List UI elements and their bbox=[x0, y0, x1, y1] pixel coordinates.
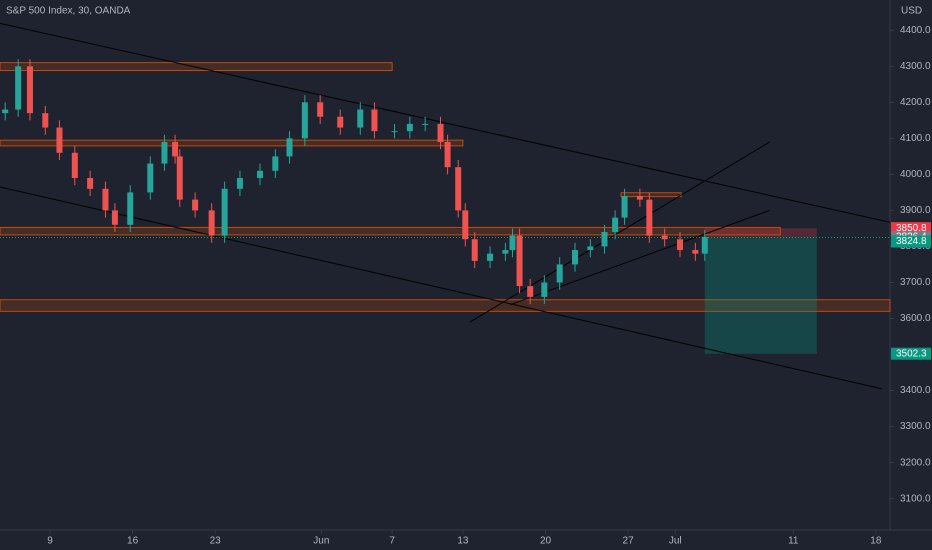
y-tick-label: 3700.0 bbox=[900, 277, 931, 288]
candle-body bbox=[502, 250, 509, 254]
candle-body bbox=[462, 210, 469, 240]
candle-body bbox=[208, 210, 215, 236]
candle-body bbox=[102, 188, 109, 211]
candle-body bbox=[2, 109, 9, 114]
candle-body bbox=[42, 113, 49, 128]
candle-body bbox=[527, 286, 534, 297]
candle-body bbox=[646, 199, 653, 236]
y-tick-label: 4200.0 bbox=[900, 97, 931, 108]
candle-body bbox=[391, 131, 398, 133]
candle-body bbox=[444, 141, 451, 168]
candle-body bbox=[677, 239, 684, 251]
candle-body bbox=[371, 109, 378, 132]
candle-body bbox=[601, 232, 608, 247]
x-tick-label: 27 bbox=[623, 536, 635, 547]
candle-body bbox=[516, 235, 523, 287]
zone bbox=[0, 62, 393, 72]
candle-body bbox=[286, 138, 293, 157]
trend-line bbox=[0, 22, 891, 223]
candle-body bbox=[176, 156, 183, 200]
y-tick-label: 4400.0 bbox=[900, 25, 931, 36]
y-tick-label: 3400.0 bbox=[900, 385, 931, 396]
candle-body bbox=[221, 188, 228, 236]
trend-line bbox=[509, 209, 770, 306]
axis-marker bbox=[891, 235, 931, 248]
candle-body bbox=[541, 282, 548, 297]
y-tick-label: 4100.0 bbox=[900, 133, 931, 144]
axis-marker-label: 3502.3 bbox=[896, 348, 927, 359]
target-area bbox=[704, 236, 817, 354]
candle-body bbox=[556, 264, 563, 283]
candle-body bbox=[572, 250, 579, 265]
y-tick-label: 3300.0 bbox=[900, 421, 931, 432]
x-tick-label: 16 bbox=[127, 536, 139, 547]
candle-body bbox=[337, 116, 344, 128]
candle-body bbox=[111, 210, 118, 225]
trend-line bbox=[0, 186, 882, 390]
candle-body bbox=[692, 250, 699, 254]
chart-title: S&P 500 Index, 30, OANDA bbox=[6, 6, 131, 17]
candle-body bbox=[612, 217, 619, 233]
candle-body bbox=[127, 192, 134, 225]
candle-body bbox=[357, 109, 364, 128]
candle-body bbox=[317, 102, 324, 117]
x-tick-label: 20 bbox=[540, 536, 552, 547]
y-tick-label: 4000.0 bbox=[900, 169, 931, 180]
candle-body bbox=[26, 66, 33, 114]
axis-marker-label: 3824.8 bbox=[896, 236, 927, 247]
candle-body bbox=[455, 167, 462, 211]
candle-body bbox=[509, 235, 516, 251]
y-tick-label: 3900.0 bbox=[900, 205, 931, 216]
candle-body bbox=[406, 123, 413, 132]
x-tick-label: 7 bbox=[389, 536, 395, 547]
candle-body bbox=[471, 239, 478, 261]
candle-body bbox=[192, 199, 199, 211]
candle-body bbox=[147, 163, 154, 193]
candle-body bbox=[636, 196, 643, 200]
axis-marker bbox=[891, 347, 931, 360]
x-tick-label: 13 bbox=[457, 536, 469, 547]
candle-body bbox=[56, 127, 63, 153]
zone bbox=[0, 299, 891, 312]
y-tick-label: 3100.0 bbox=[900, 493, 931, 504]
candle-body bbox=[15, 66, 22, 110]
candle-body bbox=[161, 141, 168, 164]
zone bbox=[0, 226, 781, 236]
candle-body bbox=[71, 152, 78, 178]
y-tick-label: 3200.0 bbox=[900, 457, 931, 468]
x-tick-label: 9 bbox=[47, 536, 53, 547]
x-tick-label: Jul bbox=[669, 536, 682, 547]
x-tick-label: Jun bbox=[313, 536, 329, 547]
currency: USD bbox=[901, 6, 922, 17]
axis-marker-label: 3850.8 bbox=[896, 223, 927, 234]
candle-body bbox=[257, 170, 264, 178]
candle-body bbox=[272, 156, 279, 171]
candle-body bbox=[621, 196, 628, 218]
candle-body bbox=[87, 177, 94, 189]
y-tick-label: 3600.0 bbox=[900, 313, 931, 324]
stop-area bbox=[704, 228, 817, 237]
candle-body bbox=[487, 253, 494, 261]
candle-body bbox=[437, 123, 444, 142]
candle-body bbox=[301, 102, 308, 139]
zone bbox=[0, 139, 464, 147]
x-tick-label: 11 bbox=[788, 536, 799, 547]
x-tick-label: 18 bbox=[870, 536, 882, 547]
candle-body bbox=[587, 246, 594, 251]
candle-body bbox=[236, 177, 243, 189]
x-tick-label: 23 bbox=[210, 536, 222, 547]
candle-body bbox=[661, 235, 668, 240]
y-tick-label: 4300.0 bbox=[900, 61, 931, 72]
candle-body bbox=[172, 141, 179, 157]
candle-body bbox=[701, 236, 708, 254]
zone bbox=[620, 192, 682, 198]
candle-body bbox=[422, 123, 429, 125]
